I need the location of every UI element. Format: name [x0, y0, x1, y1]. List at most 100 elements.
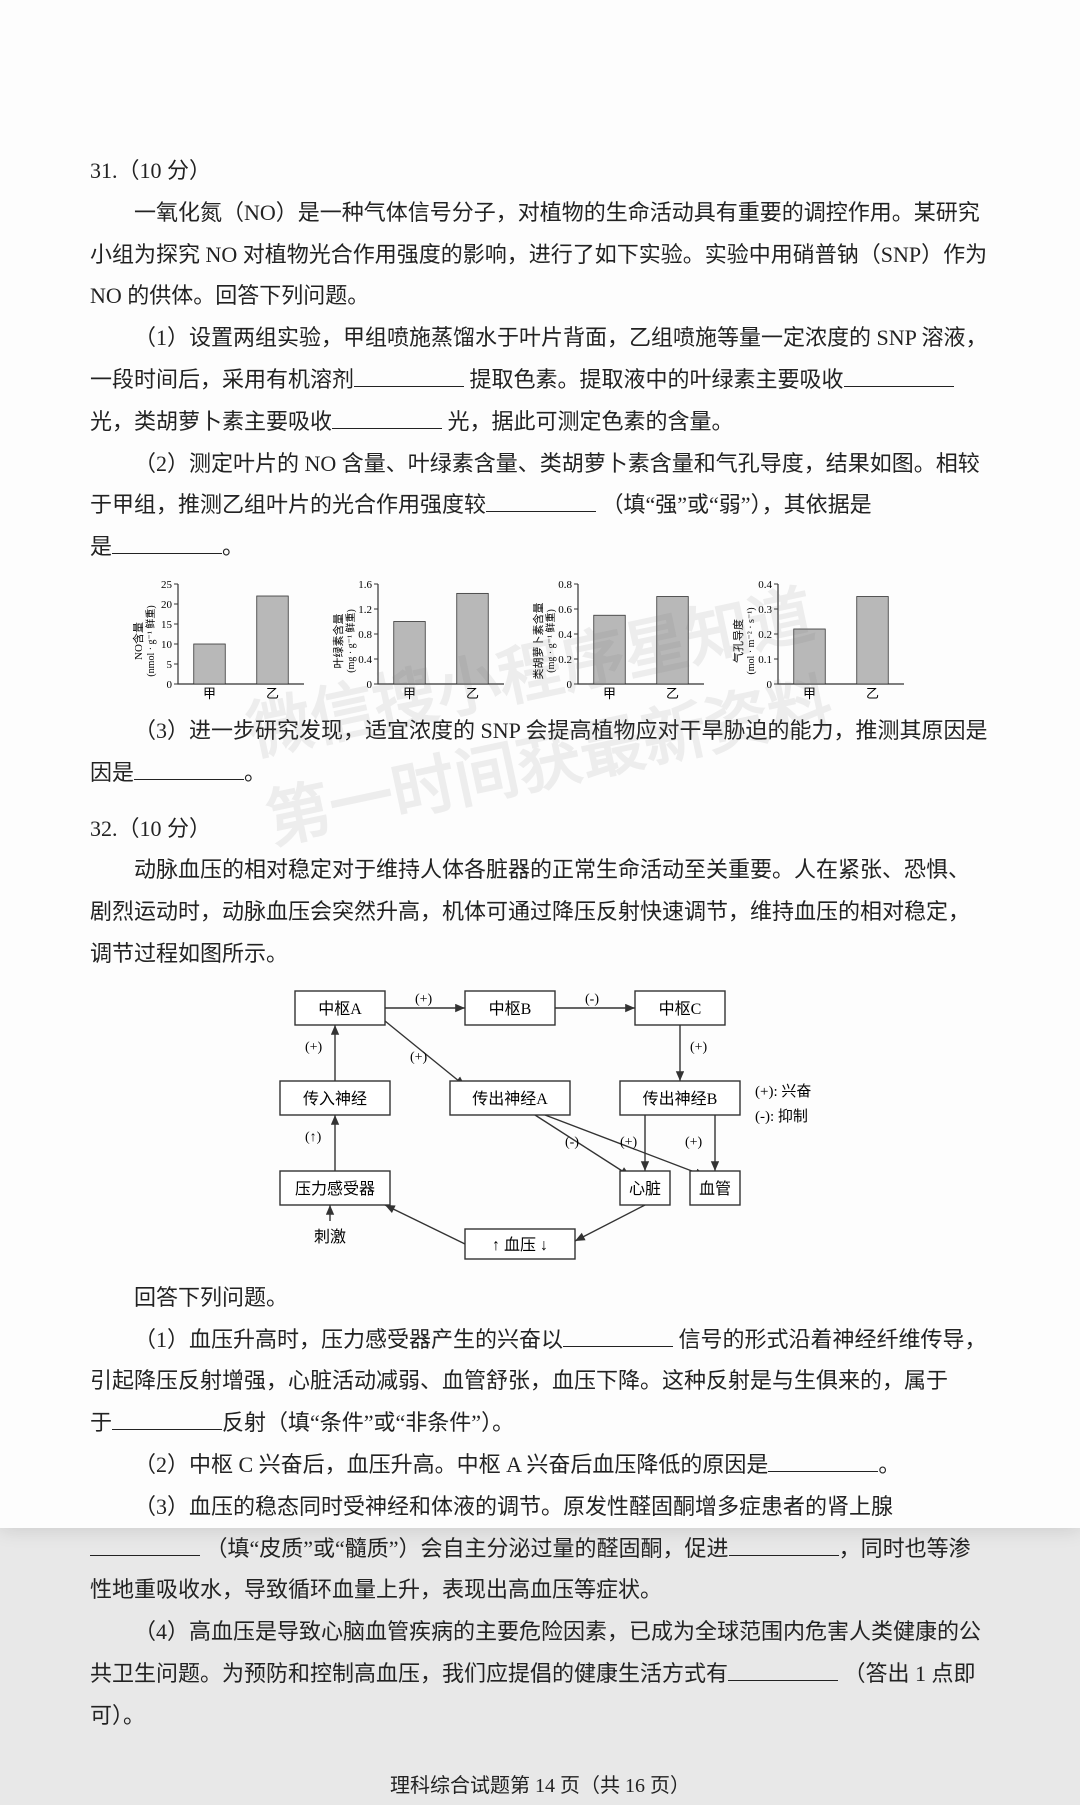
q32-ans-head: 回答下列问题。 [90, 1277, 990, 1319]
svg-text:甲: 甲 [603, 686, 616, 701]
q32-sub1: （1）血压升高时，压力感受器产生的兴奋以 信号的形式沿着神经纤维传导，引起降压反… [90, 1319, 990, 1403]
svg-text:(+): (+) [410, 1050, 428, 1065]
bar-chart-0: 0510152025甲乙NO含量(nmol · g⁻¹ 鲜重) [130, 576, 310, 706]
blank [134, 757, 244, 780]
svg-text:乙: 乙 [866, 686, 879, 701]
svg-text:中枢B: 中枢B [489, 1000, 532, 1018]
svg-text:传出神经A: 传出神经A [472, 1090, 548, 1108]
svg-text:0.2: 0.2 [758, 629, 772, 641]
svg-text:0.4: 0.4 [558, 629, 572, 641]
svg-text:(+): (+) [690, 1040, 708, 1055]
q31-s1b: 提取色素。提取液中的叶绿素主要吸收 [470, 367, 844, 392]
q31-s2b: （填“强”或“弱”），其依据是 [602, 492, 872, 517]
svg-text:传入神经: 传入神经 [303, 1090, 367, 1108]
blank [728, 1658, 838, 1681]
q32-head: 32.（10 分） [90, 808, 990, 850]
q31-sub1: （1）设置两组实验，甲组喷施蒸馏水于叶片背面，乙组喷施等量一定浓度的 SNP 溶… [90, 317, 990, 442]
svg-text:(mg · g⁻¹ 鲜重): (mg · g⁻¹ 鲜重) [544, 609, 557, 673]
q31-sub2-tail: 是。 [90, 526, 990, 568]
q31-s2c: 。 [222, 534, 244, 559]
q31-sub3: （3）进一步研究发现，适宜浓度的 SNP 会提高植物应对干旱胁迫的能力，推测其原… [90, 710, 990, 752]
q32-sub2: （2）中枢 C 兴奋后，血压升高。中枢 A 兴奋后血压降低的原因是。 [90, 1444, 990, 1486]
svg-text:乙: 乙 [266, 686, 279, 701]
q31-head: 31.（10 分） [90, 150, 990, 192]
q32-intro: 动脉血压的相对稳定对于维持人体各脏器的正常生命活动至关重要。人在紧张、恐惧、剧烈… [90, 849, 990, 974]
svg-text:0: 0 [367, 679, 373, 691]
bar-chart-1: 0 0.4 0.8 1.2 1.6 甲 乙 叶绿素含量(mg · g⁻¹ 鲜重) [330, 576, 510, 706]
svg-text:(+): (+) [685, 1135, 703, 1150]
svg-text:中枢C: 中枢C [659, 1000, 702, 1018]
svg-text:(+): 兴奋: (+): 兴奋 [755, 1083, 811, 1100]
q32-s1c: 反射（填“条件”或“非条件”）。 [222, 1410, 514, 1435]
svg-text:(mol · m⁻² · s⁻¹): (mol · m⁻² · s⁻¹) [746, 607, 757, 674]
q32-sub1-tail: 于反射（填“条件”或“非条件”）。 [90, 1402, 990, 1444]
svg-text:气孔导度: 气孔导度 [731, 619, 745, 663]
svg-text:0: 0 [567, 679, 573, 691]
svg-text:0.1: 0.1 [758, 654, 772, 666]
q32-s3b: （填“皮质”或“髓质”）会自主分泌过量的醛固酮，促进 [206, 1536, 729, 1561]
svg-text:传出神经B: 传出神经B [643, 1090, 718, 1108]
svg-text:(-): (-) [585, 992, 599, 1007]
exam-page: 微信搜小程序星知道 第一时间获最新资料 31.（10 分） 一氧化氮（NO）是一… [0, 0, 1080, 1528]
svg-text:叶绿素含量: 叶绿素含量 [331, 613, 345, 668]
q31-sub2: （2）测定叶片的 NO 含量、叶绿素含量、类胡萝卜素含量和气孔导度，结果如图。相… [90, 443, 990, 527]
svg-text:0: 0 [767, 679, 773, 691]
svg-text:0.3: 0.3 [758, 604, 772, 616]
q32-s3a: （3）血压的稳态同时受神经和体液的调节。原发性醛固酮增多症患者的肾上腺 [134, 1494, 893, 1519]
q31-charts: 0 5 10 15 20 25 甲 乙 NO含量(nmol · g⁻¹ 鲜重) 0 0.4 0.8 1.… [130, 576, 990, 706]
svg-text:0.8: 0.8 [558, 579, 572, 591]
q32-s1a: （1）血压升高时，压力感受器产生的兴奋以 [134, 1327, 563, 1352]
svg-text:5: 5 [167, 659, 173, 671]
q32-diagram-wrap: (+)(-)(+)(+)(+)(↑)(-)(+)(+)中枢A中枢B中枢C传入神经… [90, 981, 990, 1271]
svg-text:(nmol · g⁻¹ 鲜重): (nmol · g⁻¹ 鲜重) [144, 605, 157, 676]
q32-s2b: 。 [878, 1452, 900, 1477]
page-footer: 理科综合试题第 14 页（共 16 页） [90, 1767, 990, 1805]
blank [112, 1407, 222, 1430]
blank [563, 1324, 673, 1347]
svg-text:15: 15 [161, 619, 173, 631]
svg-text:0.8: 0.8 [358, 629, 372, 641]
bar-chart-2: 00.20.40.60.8甲乙类胡萝卜素含量(mg · g⁻¹ 鲜重) [530, 576, 710, 706]
blank [729, 1533, 839, 1556]
svg-text:甲: 甲 [803, 686, 816, 701]
blank [486, 489, 596, 512]
blank [90, 1533, 200, 1556]
svg-text:1.2: 1.2 [358, 604, 372, 616]
svg-text:(+): (+) [415, 992, 433, 1007]
svg-text:(mg · g⁻¹ 鲜重): (mg · g⁻¹ 鲜重) [344, 609, 357, 673]
q31-sub3-tail: 因是。 [90, 752, 990, 794]
svg-text:甲: 甲 [403, 686, 416, 701]
q32-sub4: （4）高血压是导致心脑血管疾病的主要危险因素，已成为全球范围内危害人类健康的公共… [90, 1611, 990, 1736]
blank [112, 531, 222, 554]
q32-sub3: （3）血压的稳态同时受神经和体液的调节。原发性醛固酮增多症患者的肾上腺 [90, 1486, 990, 1528]
svg-text:(-): (-) [565, 1135, 579, 1150]
svg-text:0.4: 0.4 [358, 654, 372, 666]
q31-s1d: 光，据此可测定色素的含量。 [448, 409, 734, 434]
svg-text:1.6: 1.6 [358, 579, 372, 591]
svg-text:10: 10 [161, 639, 173, 651]
svg-text:NO含量: NO含量 [131, 622, 145, 660]
svg-text:0.2: 0.2 [558, 654, 572, 666]
q31-s3b: 。 [244, 760, 266, 785]
svg-text:(-): 抑制: (-): 抑制 [755, 1108, 808, 1125]
svg-text:(+): (+) [305, 1040, 323, 1055]
svg-text:乙: 乙 [466, 686, 479, 701]
svg-text:25: 25 [161, 579, 173, 591]
blank [768, 1449, 878, 1472]
q31-s1c: 光，类胡萝卜素主要吸收 [90, 409, 332, 434]
svg-text:中枢A: 中枢A [318, 1000, 362, 1018]
svg-text:↑ 血压 ↓: ↑ 血压 ↓ [492, 1236, 548, 1254]
q32-diagram: (+)(-)(+)(+)(+)(↑)(-)(+)(+)中枢A中枢B中枢C传入神经… [235, 981, 845, 1271]
q31-s3a: （3）进一步研究发现，适宜浓度的 SNP 会提高植物应对干旱胁迫的能力，推测其原… [134, 718, 988, 743]
svg-text:20: 20 [161, 599, 173, 611]
svg-text:(+): (+) [620, 1135, 638, 1150]
svg-text:0.4: 0.4 [758, 579, 772, 591]
svg-text:血管: 血管 [699, 1180, 731, 1198]
q31-intro: 一氧化氮（NO）是一种气体信号分子，对植物的生命活动具有重要的调控作用。某研究小… [90, 192, 990, 317]
blank [354, 364, 464, 387]
blank [332, 406, 442, 429]
bar-chart-3: 0 0.1 0.2 0.3 0.4 甲 乙 气孔导度(mol · m⁻² · s⁻¹) [730, 576, 910, 706]
svg-text:甲: 甲 [203, 686, 216, 701]
svg-text:刺激: 刺激 [314, 1228, 346, 1246]
svg-text:类胡萝卜素含量: 类胡萝卜素含量 [531, 602, 545, 679]
